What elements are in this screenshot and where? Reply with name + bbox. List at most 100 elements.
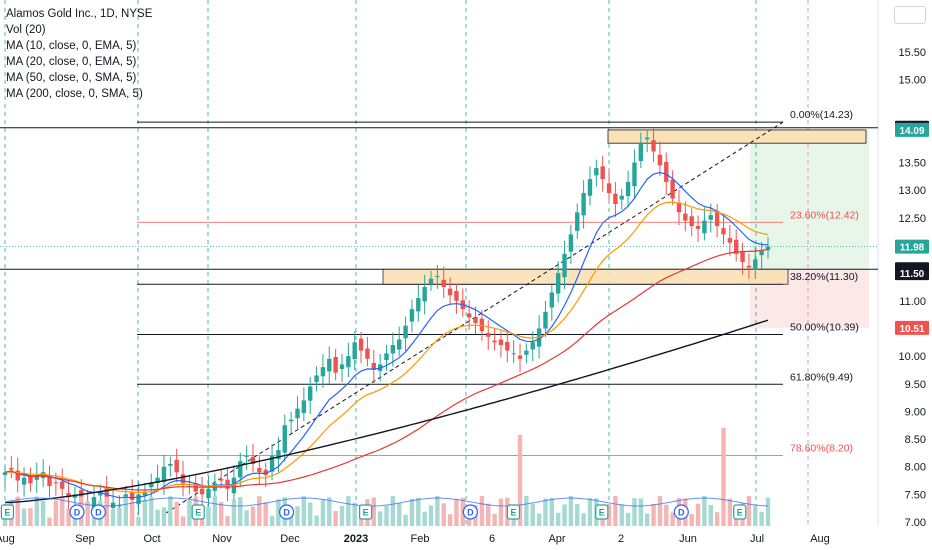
legend-vol: Vol (20) [6, 24, 46, 36]
fib-level-label: 38.20%(11.30) [790, 271, 858, 283]
x-tick-label: Jun [679, 533, 697, 545]
chart-settings-button[interactable] [894, 6, 926, 24]
volume-bar [632, 498, 637, 526]
volume-bar [753, 505, 758, 526]
candle-body [428, 278, 434, 284]
volume-bar [498, 498, 504, 526]
candle-body [683, 213, 688, 221]
y-tick-label: 9.50 [905, 379, 926, 391]
fib-level-label: 78.60%(8.20) [790, 443, 853, 455]
volume-bar [225, 516, 230, 526]
candle-body [295, 408, 300, 419]
earnings-marker [506, 504, 521, 520]
volume-bar [492, 513, 497, 526]
dividend-marker [279, 504, 295, 520]
dividend-marker [69, 504, 85, 520]
fib-level-label: 61.80%(9.49) [790, 371, 853, 383]
candle-body [225, 479, 230, 489]
volume-bar [339, 506, 345, 526]
candle-body [409, 309, 415, 322]
price-badge-label: 11.98 [900, 243, 925, 254]
volume-bar [238, 497, 243, 526]
candle-body [384, 353, 389, 360]
candle-body [486, 332, 491, 337]
volume-bar [664, 504, 669, 526]
candle-body [695, 225, 701, 229]
volume-bar [638, 498, 644, 526]
volume-bar [486, 503, 491, 526]
candle-body [136, 494, 141, 504]
candle-body [15, 470, 20, 481]
candle-body [47, 474, 52, 487]
volume-bar [530, 503, 535, 526]
candle-body [714, 210, 720, 227]
candle-body [346, 356, 351, 368]
volume-bar [250, 506, 256, 526]
candle-body [441, 279, 446, 287]
candle-body [511, 353, 516, 355]
volume-bar [543, 498, 548, 526]
event-marker-label: D [74, 508, 81, 518]
volume-bar [606, 504, 612, 526]
candle-body [619, 195, 624, 200]
candle-body [250, 457, 256, 464]
candle-body [759, 251, 764, 256]
candle-body [734, 239, 739, 254]
volume-bar [403, 514, 408, 526]
candle-body [282, 425, 287, 453]
ma20-line [4, 201, 769, 494]
volume-bar [60, 496, 65, 526]
event-marker-label: E [510, 508, 516, 518]
y-tick-label: 9.00 [905, 406, 926, 418]
volume-bar [625, 512, 631, 526]
volume-bar [352, 502, 357, 526]
x-tick-label: 2023 [344, 533, 368, 545]
volume-bar [714, 512, 720, 526]
volume-bar [428, 505, 434, 526]
y-tick-label: 15.00 [898, 75, 926, 87]
candle-body [689, 216, 694, 227]
volume-bar [555, 512, 561, 526]
candle-body [708, 215, 713, 220]
volume-bar [327, 497, 332, 526]
candle-body [60, 481, 65, 489]
candle-body [505, 341, 510, 351]
volume-bar [314, 515, 319, 526]
volume-bar [155, 509, 160, 526]
volume-bar [142, 500, 148, 526]
volume-bar [218, 501, 224, 526]
volume-bar [187, 499, 192, 526]
volume-bar [136, 516, 141, 526]
volume-bar [644, 513, 650, 526]
candle-body [21, 477, 27, 485]
volume-ma-line [4, 497, 769, 507]
candle-body [352, 342, 357, 360]
legend-ma50: MA (50, close, 0, SMA, 5) [6, 72, 137, 84]
candle-body [155, 477, 160, 484]
volume-bar [670, 512, 675, 526]
candle-body [530, 342, 535, 350]
event-marker-label: D [467, 508, 474, 518]
volume-bar [562, 504, 567, 526]
candle-body [670, 179, 675, 199]
volume-bar [517, 434, 523, 526]
volume-bar [123, 496, 129, 526]
candle-body [142, 491, 148, 496]
volume-bar [263, 502, 268, 526]
candle-body [435, 275, 440, 277]
candle-body [651, 140, 656, 152]
volume-bar [47, 517, 52, 526]
legend-ma20: MA (20, close, 0, EMA, 5) [6, 56, 137, 68]
price-badge [895, 266, 929, 281]
price-badge-label: 10.51 [899, 324, 924, 335]
candle-body [403, 325, 408, 339]
x-tick-label: Nov [212, 533, 232, 545]
candle-body [664, 161, 669, 182]
volume-bar [257, 496, 262, 526]
price-badge-label: 11.50 [900, 269, 925, 280]
candle-body [479, 318, 485, 332]
candle-body [492, 340, 497, 343]
volume-bar [2, 518, 8, 526]
volume-bar [409, 498, 415, 526]
